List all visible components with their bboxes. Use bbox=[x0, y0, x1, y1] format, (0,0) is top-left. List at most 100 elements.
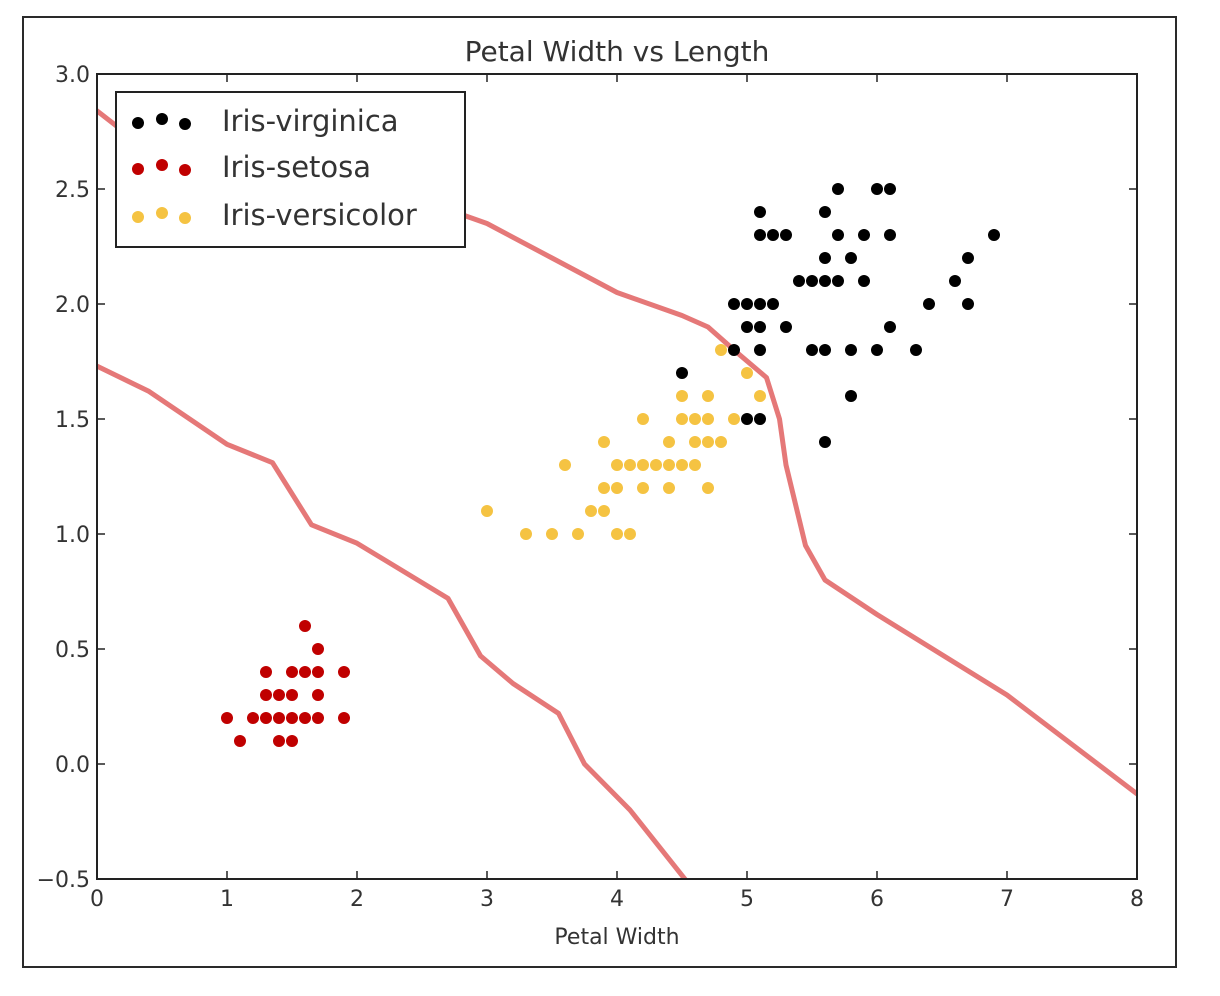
iris-virginica-point bbox=[806, 275, 818, 287]
iris-virginica-point bbox=[884, 229, 896, 241]
y-tick-label: 0.0 bbox=[55, 753, 90, 778]
iris-setosa-point bbox=[299, 712, 311, 724]
legend-marker-iris-setosa bbox=[132, 163, 144, 175]
iris-virginica-point bbox=[845, 344, 857, 356]
x-tick-label: 4 bbox=[610, 887, 624, 912]
y-tick-label: 3.0 bbox=[55, 63, 90, 88]
iris-versicolor-point bbox=[676, 390, 688, 402]
iris-versicolor-point bbox=[702, 482, 714, 494]
x-axis-label: Petal Width bbox=[554, 925, 679, 950]
y-tick-label: 2.0 bbox=[55, 293, 90, 318]
iris-setosa-point bbox=[286, 666, 298, 678]
y-tick-label: 1.5 bbox=[55, 408, 90, 433]
iris-virginica-point bbox=[741, 321, 753, 333]
iris-virginica-point bbox=[767, 298, 779, 310]
legend-label-iris-versicolor: Iris-versicolor bbox=[222, 198, 417, 232]
iris-virginica-point bbox=[819, 206, 831, 218]
iris-versicolor-point bbox=[559, 459, 571, 471]
iris-versicolor-point bbox=[663, 482, 675, 494]
iris-virginica-point bbox=[858, 275, 870, 287]
x-tick-label: 8 bbox=[1130, 887, 1144, 912]
iris-virginica-point bbox=[754, 298, 766, 310]
iris-virginica-point bbox=[754, 413, 766, 425]
iris-virginica-point bbox=[819, 436, 831, 448]
iris-virginica-point bbox=[845, 252, 857, 264]
iris-setosa-point bbox=[286, 735, 298, 747]
iris-virginica-point bbox=[767, 229, 779, 241]
iris-virginica-point bbox=[780, 229, 792, 241]
y-tick-label: 0.5 bbox=[55, 638, 90, 663]
iris-versicolor-point bbox=[689, 436, 701, 448]
legend-label-iris-setosa: Iris-setosa bbox=[222, 150, 371, 184]
iris-virginica-point bbox=[858, 229, 870, 241]
iris-versicolor-point bbox=[676, 459, 688, 471]
iris-setosa-point bbox=[338, 712, 350, 724]
x-tick-label: 7 bbox=[1000, 887, 1014, 912]
iris-versicolor-point bbox=[715, 344, 727, 356]
iris-versicolor-point bbox=[728, 413, 740, 425]
legend-label-iris-virginica: Iris-virginica bbox=[222, 104, 399, 138]
iris-virginica-point bbox=[871, 344, 883, 356]
iris-versicolor-point bbox=[637, 482, 649, 494]
iris-versicolor-point bbox=[546, 528, 558, 540]
iris-setosa-point bbox=[260, 689, 272, 701]
iris-setosa-point bbox=[221, 712, 233, 724]
iris-versicolor-point bbox=[598, 482, 610, 494]
iris-versicolor-point bbox=[689, 413, 701, 425]
iris-versicolor-point bbox=[676, 413, 688, 425]
iris-setosa-point bbox=[286, 689, 298, 701]
iris-virginica-point bbox=[793, 275, 805, 287]
iris-versicolor-point bbox=[572, 528, 584, 540]
iris-setosa-point bbox=[273, 712, 285, 724]
iris-versicolor-point bbox=[754, 390, 766, 402]
iris-versicolor-point bbox=[598, 436, 610, 448]
legend-marker-iris-versicolor bbox=[156, 207, 168, 219]
iris-versicolor-point bbox=[637, 413, 649, 425]
iris-virginica-point bbox=[832, 183, 844, 195]
iris-versicolor-point bbox=[624, 528, 636, 540]
iris-virginica-point bbox=[754, 229, 766, 241]
iris-virginica-point bbox=[988, 229, 1000, 241]
legend-marker-iris-versicolor bbox=[132, 211, 144, 223]
iris-versicolor-point bbox=[663, 436, 675, 448]
y-tick-label: 1.0 bbox=[55, 523, 90, 548]
y-tick-label: −0.5 bbox=[37, 868, 90, 893]
chart-title: Petal Width vs Length bbox=[465, 35, 770, 68]
legend-marker-iris-setosa bbox=[179, 164, 191, 176]
iris-versicolor-point bbox=[702, 413, 714, 425]
data-points bbox=[221, 183, 1000, 747]
iris-virginica-point bbox=[754, 344, 766, 356]
iris-virginica-point bbox=[806, 344, 818, 356]
iris-setosa-point bbox=[312, 689, 324, 701]
iris-setosa-point bbox=[234, 735, 246, 747]
iris-versicolor-point bbox=[689, 459, 701, 471]
y-tick-label: 2.5 bbox=[55, 178, 90, 203]
iris-setosa-point bbox=[312, 712, 324, 724]
legend-marker-iris-versicolor bbox=[179, 212, 191, 224]
iris-virginica-point bbox=[832, 229, 844, 241]
iris-virginica-point bbox=[845, 390, 857, 402]
iris-versicolor-point bbox=[611, 459, 623, 471]
iris-virginica-point bbox=[728, 298, 740, 310]
iris-virginica-point bbox=[754, 321, 766, 333]
iris-versicolor-point bbox=[741, 367, 753, 379]
iris-setosa-point bbox=[286, 712, 298, 724]
x-tick-label: 2 bbox=[350, 887, 364, 912]
iris-setosa-point bbox=[273, 689, 285, 701]
iris-setosa-point bbox=[260, 712, 272, 724]
iris-virginica-point bbox=[780, 321, 792, 333]
iris-virginica-point bbox=[871, 183, 883, 195]
iris-versicolor-point bbox=[624, 459, 636, 471]
legend-marker-iris-virginica bbox=[132, 117, 144, 129]
legend: Iris-virginica Iris-setosa Iris-versicolor bbox=[115, 91, 466, 248]
decision-boundary-line-2 bbox=[97, 363, 689, 879]
iris-virginica-point bbox=[910, 344, 922, 356]
iris-setosa-point bbox=[260, 666, 272, 678]
iris-virginica-point bbox=[819, 252, 831, 264]
iris-versicolor-point bbox=[611, 482, 623, 494]
iris-setosa-point bbox=[273, 735, 285, 747]
iris-virginica-point bbox=[728, 344, 740, 356]
x-tick-label: 1 bbox=[220, 887, 234, 912]
iris-virginica-point bbox=[676, 367, 688, 379]
